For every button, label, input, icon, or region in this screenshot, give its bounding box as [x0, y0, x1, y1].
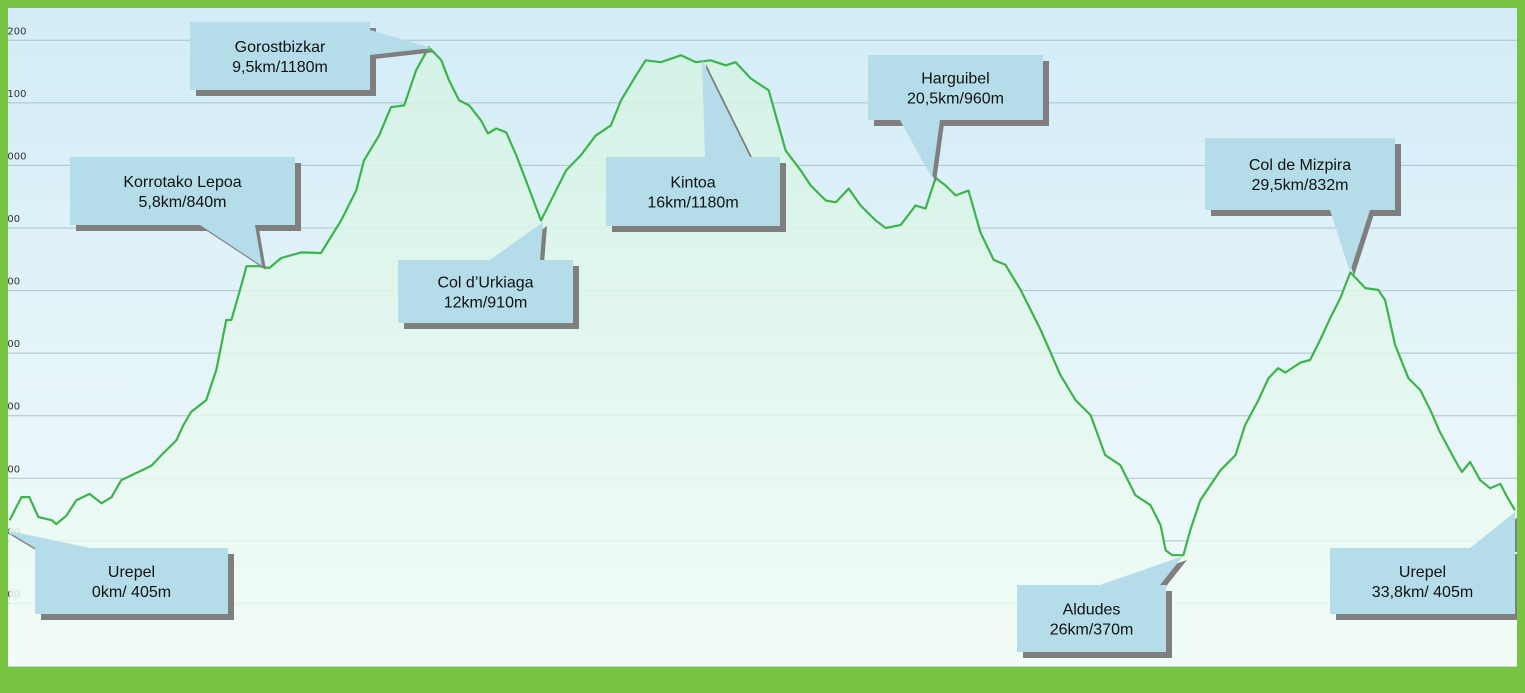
callout-text: Aldudes	[1063, 602, 1121, 619]
y-tick-label: 1100	[1, 89, 26, 100]
callout-pointer	[5, 530, 90, 548]
callout-text: Col d’Urkiaga	[437, 275, 533, 292]
callout-text: Harguibel	[921, 71, 989, 88]
callout-box	[606, 157, 780, 226]
callout-box	[1017, 585, 1166, 652]
callout-text: Gorostbizkar	[235, 39, 326, 56]
callout-text: Kintoa	[670, 175, 715, 192]
y-tick-label: 700	[1, 339, 20, 350]
callout-box	[190, 22, 370, 90]
callout-box	[35, 548, 228, 614]
y-tick-label: 800	[1, 277, 20, 288]
callout-pointer	[370, 30, 432, 55]
callout-pointer	[1330, 210, 1370, 272]
callout-pointer	[200, 225, 262, 266]
y-tick-label: 600	[1, 402, 20, 413]
callout-pointer	[1100, 556, 1183, 585]
y-tick-label: 1200	[1, 26, 26, 37]
callout-text: Urepel	[108, 564, 155, 581]
callout-pointer	[1470, 512, 1515, 548]
callout-text: 20,5km/960m	[907, 91, 1004, 108]
y-tick-label: 1000	[1, 151, 26, 162]
area	[9, 47, 1515, 666]
callout-box	[70, 157, 295, 225]
callout-pointer	[702, 60, 750, 157]
profile-line	[8, 46, 1516, 557]
y-tick-label: 500	[1, 464, 20, 475]
callout-text: 26km/370m	[1050, 622, 1134, 639]
callout-box	[398, 260, 573, 323]
callout-text: Col de Mizpira	[1249, 157, 1351, 174]
callout-text: 5,8km/840m	[138, 194, 226, 211]
callout-text: 12km/910m	[444, 295, 528, 312]
callout-pointer	[900, 120, 940, 178]
callout-box	[868, 55, 1043, 120]
callout-text: 0km/ 405m	[92, 584, 171, 601]
callout-text: 9,5km/1180m	[232, 59, 328, 76]
callout-text: Urepel	[1399, 564, 1446, 581]
callout-box	[1330, 548, 1515, 614]
callout-text: Korrotako Lepoa	[123, 174, 241, 191]
callout-text: 33,8km/ 405m	[1372, 584, 1473, 601]
callout-text: 16km/1180m	[647, 195, 738, 212]
callout-box	[1205, 138, 1395, 210]
callout-pointer	[490, 222, 543, 260]
y-tick-label: 900	[1, 214, 20, 225]
callout-text: 29,5km/832m	[1252, 177, 1349, 194]
